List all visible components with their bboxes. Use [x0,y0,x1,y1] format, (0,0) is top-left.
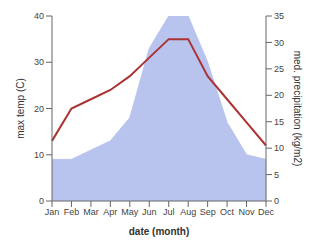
svg-text:Feb: Feb [64,207,80,217]
svg-text:Apr: Apr [103,207,117,217]
svg-text:35: 35 [274,11,284,21]
svg-text:20: 20 [274,90,284,100]
svg-text:25: 25 [274,64,284,74]
svg-text:Jun: Jun [142,207,157,217]
svg-text:Jan: Jan [45,207,60,217]
svg-text:date (month): date (month) [129,226,190,237]
svg-text:Jul: Jul [163,207,175,217]
svg-text:Oct: Oct [220,207,235,217]
svg-text:May: May [121,207,139,217]
svg-text:Sep: Sep [200,207,216,217]
svg-text:0: 0 [39,196,44,206]
svg-text:10: 10 [34,150,44,160]
svg-text:15: 15 [274,117,284,127]
svg-text:Mar: Mar [83,207,99,217]
svg-text:20: 20 [34,104,44,114]
svg-text:30: 30 [34,57,44,67]
svg-text:10: 10 [274,143,284,153]
svg-text:med. precipitation (kg/m2): med. precipitation (kg/m2) [292,51,303,167]
svg-text:Aug: Aug [180,207,196,217]
svg-text:Dec: Dec [258,207,275,217]
svg-text:Nov: Nov [239,207,256,217]
svg-text:30: 30 [274,38,284,48]
svg-text:max temp (C): max temp (C) [15,78,26,139]
svg-text:5: 5 [274,170,279,180]
svg-text:0: 0 [274,196,279,206]
svg-text:40: 40 [34,11,44,21]
